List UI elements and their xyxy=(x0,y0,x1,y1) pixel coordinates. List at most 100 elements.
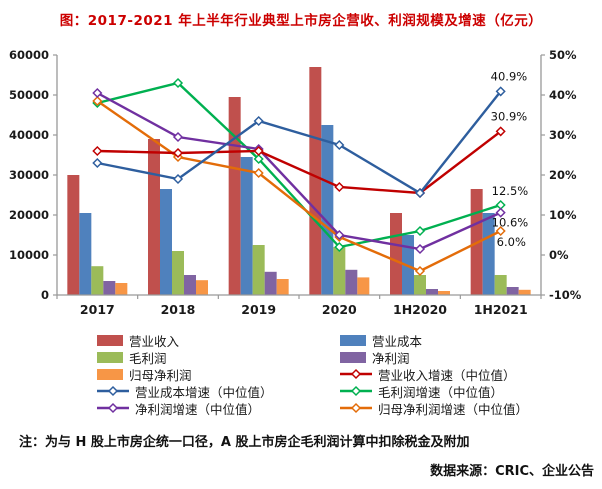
legend-line-swatch xyxy=(97,402,129,414)
combo-chart: 0 10000 20000 30000 40000 50000 60000 -10% 0% 10%… xyxy=(9,48,582,317)
left-axis-tick: 60000 xyxy=(9,48,49,62)
legend-item: 归母净利润增速（中位值） xyxy=(340,401,529,417)
line-end-label: 30.9% xyxy=(491,109,528,123)
bar-营业成本 xyxy=(160,189,172,295)
line-end-label: 40.9% xyxy=(491,69,528,83)
bar-营业收入 xyxy=(67,175,80,295)
chart-legend: 营业收入 营业成本毛利润 净利润归母净利润 营业收入增速（中位值） 营业成本增速（中位值… xyxy=(97,333,529,417)
bar-净利润 xyxy=(103,281,116,295)
legend-item: 营业成本 xyxy=(340,333,528,349)
bar-归母净利润 xyxy=(276,279,289,295)
legend-line-swatch xyxy=(97,385,129,397)
bar-毛利润 xyxy=(333,247,346,295)
x-axis-label: 2017 xyxy=(80,302,115,317)
right-axis-tick: 10% xyxy=(549,208,577,222)
bar-归母净利润 xyxy=(196,280,208,295)
diamond-marker xyxy=(92,157,103,169)
line-end-label: 10.6% xyxy=(492,216,529,230)
legend-label: 净利润 xyxy=(372,350,410,366)
data-source: 数据来源：CRIC、企业公告 xyxy=(430,464,594,479)
footnote: 注：为与 H 股上市房企统一口径，A 股上市房企毛利润计算中扣除税金及附加 xyxy=(19,435,470,450)
bar-毛利润 xyxy=(494,275,507,295)
legend-bar-swatch xyxy=(340,334,366,346)
bar-净利润 xyxy=(264,271,277,295)
legend-item: 毛利润增速（中位值） xyxy=(340,384,528,400)
legend-bar-swatch xyxy=(97,334,123,346)
legend-item: 营业成本增速（中位值） xyxy=(97,384,340,400)
line-end-label: 12.5% xyxy=(492,184,529,198)
right-axis-tick: 0% xyxy=(549,248,569,262)
diamond-marker xyxy=(172,77,184,89)
diamond-marker xyxy=(172,147,184,159)
bar-净利润 xyxy=(506,287,519,295)
diamond-marker xyxy=(495,86,506,97)
x-axis-label: 1H2021 xyxy=(474,302,528,317)
bar-营业收入 xyxy=(309,67,322,295)
legend-label: 毛利润增速（中位值） xyxy=(378,384,504,400)
legend-label: 归母净利润增速（中位值） xyxy=(378,401,529,417)
bar-归母净利润 xyxy=(518,289,531,295)
bar-净利润 xyxy=(184,275,196,295)
legend-label: 营业成本 xyxy=(372,333,423,349)
bar-归母净利润 xyxy=(115,283,128,295)
left-axis-tick: 30000 xyxy=(9,168,49,182)
diamond-marker xyxy=(495,207,506,218)
legend-label: 营业成本增速（中位值） xyxy=(135,384,273,400)
legend-item: 净利润增速（中位值） xyxy=(97,401,340,417)
legend-bar-swatch xyxy=(97,351,123,363)
bar-营业收入 xyxy=(148,139,160,295)
legend-item: 营业收入增速（中位值） xyxy=(340,367,528,383)
bar-归母净利润 xyxy=(357,277,370,295)
legend-label: 营业收入增速（中位值） xyxy=(378,367,516,383)
legend-label: 净利润增速（中位值） xyxy=(135,401,261,417)
bar-净利润 xyxy=(345,269,358,295)
diamond-marker xyxy=(253,153,264,165)
left-axis-tick: 10000 xyxy=(9,248,49,262)
chart-title: 图：2017-2021 年上半年行业典型上市房企营收、利润规模及增速（亿元） xyxy=(59,13,543,29)
right-axis-tick: -10% xyxy=(549,288,582,302)
legend-label: 毛利润 xyxy=(129,350,167,366)
bar-营业成本 xyxy=(482,213,495,295)
line-营业收入增速（中位值） xyxy=(97,130,502,195)
line-净利润增速（中位值） xyxy=(96,91,502,251)
diamond-marker xyxy=(414,187,426,199)
bar-毛利润 xyxy=(414,275,426,295)
diamond-marker xyxy=(253,145,264,157)
bar-营业成本 xyxy=(79,213,92,295)
bar-营业成本 xyxy=(240,157,253,295)
diamond-marker xyxy=(253,167,264,179)
diamond-marker xyxy=(334,229,345,241)
legend-item: 净利润 xyxy=(340,350,528,366)
diamond-marker xyxy=(495,225,506,237)
line-归母净利润增速（中位值） xyxy=(96,100,502,273)
legend-bar-swatch xyxy=(97,368,123,380)
bar-归母净利润 xyxy=(438,291,450,295)
legend-label: 营业收入 xyxy=(129,333,180,349)
line-营业成本增速（中位值） xyxy=(97,90,502,195)
bar-营业成本 xyxy=(321,125,334,295)
diamond-marker xyxy=(334,139,345,151)
left-axis-tick: 50000 xyxy=(9,88,49,102)
right-axis-tick: 50% xyxy=(549,48,577,62)
x-axis-label: 2018 xyxy=(161,302,196,317)
legend-line-swatch xyxy=(340,402,372,414)
diamond-marker xyxy=(414,265,426,277)
x-axis-label: 2020 xyxy=(322,302,357,317)
diamond-marker xyxy=(334,241,345,253)
right-axis-tick: 40% xyxy=(549,88,577,102)
legend-label: 归母净利润 xyxy=(129,367,192,383)
diamond-marker xyxy=(92,87,103,99)
legend-bar-swatch xyxy=(340,351,366,363)
right-axis-tick: 30% xyxy=(549,128,577,142)
legend-item: 毛利润 xyxy=(97,350,340,366)
diamond-marker xyxy=(92,145,103,157)
right-axis-tick: 20% xyxy=(549,168,577,182)
legend-line-swatch xyxy=(340,368,372,380)
x-axis-label: 1H2020 xyxy=(393,302,447,317)
bar-净利润 xyxy=(426,289,438,295)
diamond-marker xyxy=(414,243,426,255)
diamond-marker xyxy=(414,225,426,237)
diamond-marker xyxy=(253,115,264,127)
diamond-marker xyxy=(172,173,184,185)
